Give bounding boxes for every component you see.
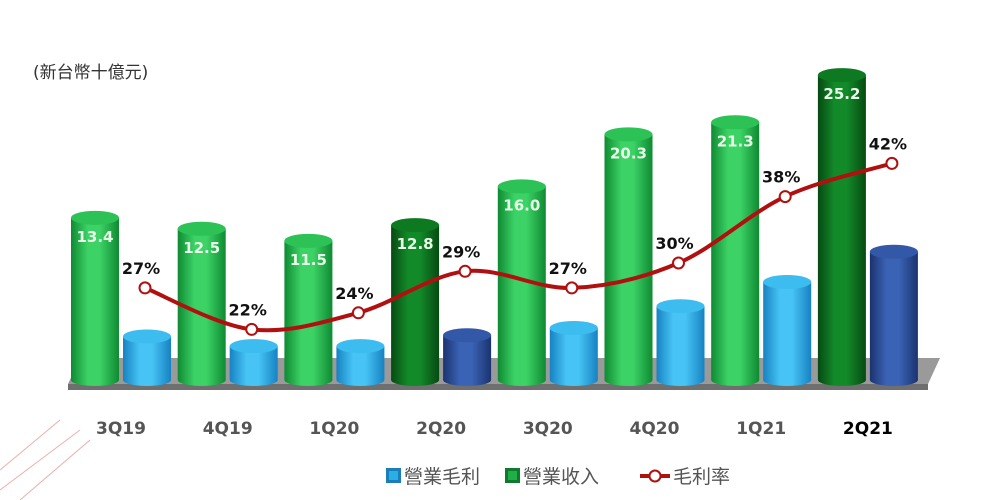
gross-profit-bar-top	[123, 329, 171, 344]
margin-point	[245, 322, 259, 336]
unit-label: (新台幣十億元)	[33, 63, 149, 83]
revenue-bar-base	[497, 374, 546, 386]
margin-point	[565, 281, 579, 295]
revenue-bar	[817, 75, 866, 380]
gross-profit-bar-top	[443, 328, 492, 343]
decor-line	[0, 429, 81, 491]
gross-profit-bar-base	[869, 374, 918, 386]
revenue-bar-top	[391, 218, 440, 233]
revenue-bar-top	[604, 127, 653, 142]
revenue-bar-base	[71, 374, 119, 386]
revenue-data-label: 16.0	[503, 196, 540, 214]
legend-swatch-green-icon	[505, 468, 520, 483]
gross-profit-bar	[123, 336, 171, 380]
category-label: 2Q20	[416, 419, 466, 439]
gross-profit-bar-top	[869, 244, 918, 259]
legend-label: 營業收入	[523, 466, 600, 488]
gross-profit-bar-base	[549, 374, 598, 386]
revenue-bar-base	[604, 374, 653, 386]
revenue-bar-top	[71, 210, 119, 225]
revenue-bar-base	[177, 374, 226, 386]
legend-swatch-blue-icon	[386, 468, 401, 483]
revenue-bar-top	[711, 115, 760, 130]
gross-profit-bar-top	[763, 274, 812, 289]
revenue-data-label: 11.5	[290, 251, 327, 269]
legend-item-revenue: 營業收入	[505, 462, 599, 489]
gross-profit-bar	[549, 327, 598, 380]
revenue-data-label: 20.3	[610, 144, 647, 162]
revenue-bar	[391, 225, 440, 380]
revenue-data-label: 25.2	[823, 85, 860, 103]
legend-line-marker-icon	[640, 469, 670, 482]
gross-profit-bar-base	[336, 374, 385, 386]
decor-line	[19, 439, 91, 500]
legend-item-margin: 毛利率	[640, 462, 730, 489]
category-label: 4Q20	[630, 419, 680, 439]
margin-line	[144, 161, 893, 333]
gross-profit-bar-top	[656, 299, 705, 314]
category-label: 2Q21	[843, 419, 893, 439]
revenue-bar	[711, 122, 760, 381]
gross-profit-bar-base	[443, 374, 492, 386]
gross-profit-bar-base	[656, 374, 705, 386]
revenue-bar	[177, 228, 226, 380]
margin-data-label: 22%	[229, 300, 267, 319]
margin-data-label: 30%	[655, 234, 693, 253]
margin-point	[778, 190, 792, 204]
category-label: 1Q21	[736, 419, 786, 439]
revenue-bar	[71, 217, 119, 380]
revenue-bar-top	[497, 179, 546, 194]
revenue-bar-base	[817, 374, 866, 386]
margin-point	[458, 264, 472, 278]
margin-point	[351, 306, 365, 320]
margin-point	[885, 156, 899, 170]
margin-data-label: 42%	[869, 134, 907, 153]
revenue-bar-base	[711, 374, 760, 386]
margin-point	[672, 256, 685, 270]
revenue-data-label: 12.5	[183, 239, 220, 257]
revenue-bar	[284, 240, 333, 380]
gross-profit-bar	[763, 281, 812, 380]
revenue-bar-top	[177, 221, 226, 236]
gross-profit-bar	[869, 251, 918, 380]
margin-data-label: 24%	[335, 284, 373, 303]
gross-profit-bar-base	[763, 374, 812, 386]
revenue-data-label: 13.4	[76, 228, 113, 246]
gross-profit-bar-top	[229, 339, 278, 354]
legend-label: 營業毛利	[404, 466, 481, 488]
revenue-bar	[604, 134, 653, 380]
gross-profit-bar-top	[549, 320, 598, 335]
gross-profit-bar-base	[229, 374, 278, 386]
margin-data-label: 27%	[122, 259, 160, 278]
gross-profit-bar	[443, 335, 492, 380]
decor-line	[0, 419, 61, 471]
category-label: 3Q19	[96, 419, 146, 439]
category-label: 4Q19	[203, 419, 253, 439]
gross-profit-bar-top	[336, 339, 385, 354]
revenue-bar-base	[391, 374, 440, 386]
category-label: 1Q20	[309, 419, 359, 439]
legend-item-gross-profit: 營業毛利	[386, 462, 480, 489]
category-label: 3Q20	[523, 419, 573, 439]
margin-data-label: 29%	[442, 242, 480, 261]
revenue-bar-top	[284, 233, 333, 248]
gross-profit-bar	[656, 306, 705, 380]
platform-front	[68, 384, 928, 390]
revenue-data-label: 12.8	[397, 235, 434, 253]
revenue-data-label: 21.3	[717, 132, 754, 150]
margin-point	[138, 281, 152, 295]
margin-data-label: 38%	[762, 168, 800, 187]
revenue-bar-base	[284, 374, 333, 386]
margin-data-label: 27%	[549, 259, 587, 278]
legend-label: 毛利率	[673, 466, 731, 488]
gross-profit-bar-base	[123, 374, 171, 386]
revenue-bar-top	[817, 68, 866, 83]
